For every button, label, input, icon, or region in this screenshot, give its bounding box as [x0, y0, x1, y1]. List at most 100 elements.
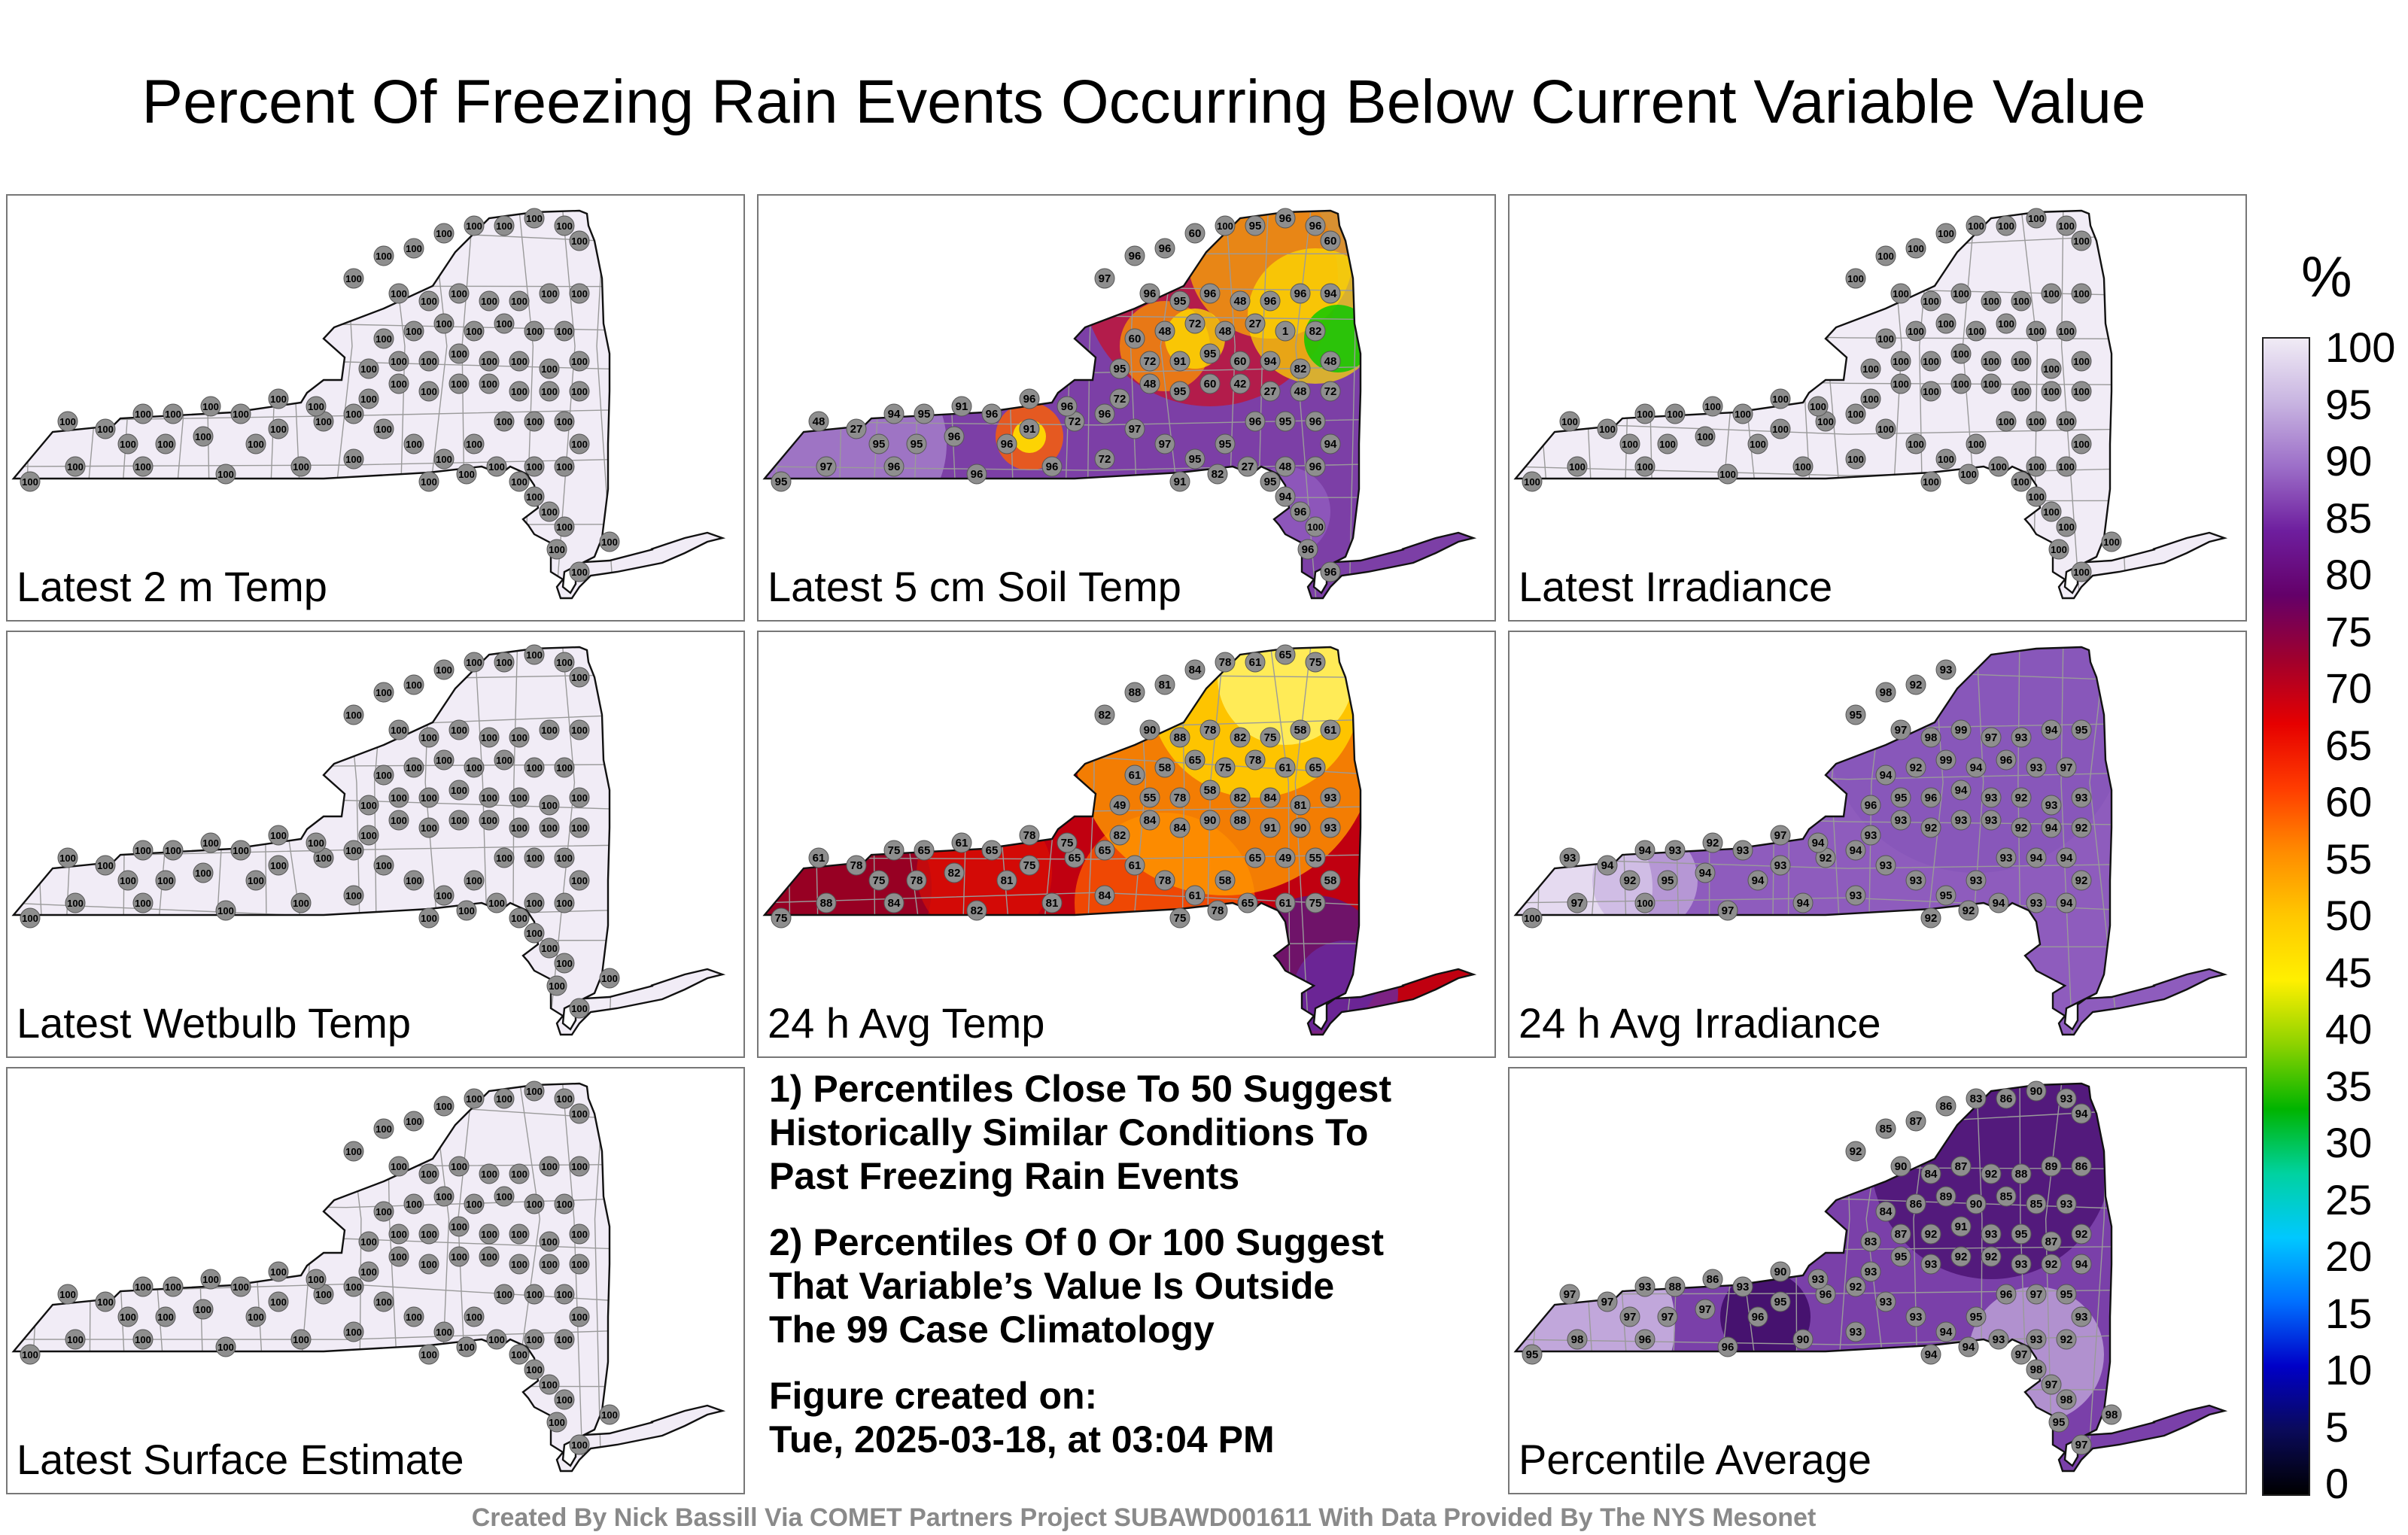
station-marker: 100 [132, 840, 154, 861]
station-value: 82 [1234, 792, 1247, 804]
station-marker: 100 [509, 1163, 530, 1184]
notes-block: 1) Percentiles Close To 50 Suggest Histo… [769, 1067, 1476, 1461]
station-marker: 100 [448, 780, 470, 801]
station-value: 100 [217, 1342, 234, 1353]
station-marker: 100 [418, 1344, 439, 1365]
station-marker: 100 [1770, 388, 1791, 409]
station-marker: 100 [95, 418, 116, 439]
station-marker: 100 [2026, 321, 2047, 342]
station-value: 72 [1189, 318, 1202, 330]
station-marker: 84 [1169, 817, 1190, 838]
station-value: 93 [1564, 852, 1576, 865]
station-value: 49 [1114, 799, 1126, 812]
station-marker: 94 [1958, 1336, 1979, 1357]
station-marker: 100 [388, 1246, 409, 1267]
station-value: 55 [1309, 852, 1322, 865]
station-marker: 96 [1260, 290, 1281, 312]
station-marker: 100 [539, 1156, 560, 1177]
station-value: 100 [1862, 394, 1879, 405]
station-marker: 93 [2041, 795, 2062, 816]
station-value: 84 [1264, 792, 1277, 804]
station-marker: 97 [1567, 892, 1588, 913]
station-value: 100 [67, 461, 84, 473]
station-marker: 93 [2056, 1193, 2077, 1214]
station-marker: 100 [230, 403, 251, 424]
station-value: 93 [1985, 792, 1998, 804]
station-marker: 100 [1981, 290, 2002, 312]
station-marker: 97 [1124, 418, 1145, 439]
colorbar-tick-label: 65 [2325, 721, 2373, 769]
station-marker: 93 [2071, 1306, 2092, 1327]
station-value: 58 [1294, 724, 1307, 737]
station-marker: 87 [1905, 1111, 1926, 1132]
station-marker: 93 [2071, 787, 2092, 808]
station-marker: 100 [290, 1329, 312, 1350]
station-value: 100 [549, 980, 565, 992]
station-value: 100 [541, 1379, 558, 1391]
station-value: 100 [270, 394, 287, 405]
station-marker: 100 [539, 817, 560, 838]
station-marker: 60 [1124, 328, 1145, 349]
station-value: 81 [1159, 679, 1172, 692]
station-value: 94 [1940, 1326, 1953, 1339]
station-value: 100 [2043, 363, 2060, 375]
station-marker: 100 [343, 1141, 364, 1162]
station-marker: 91 [1950, 1216, 1972, 1237]
station-value: 95 [1895, 792, 1908, 804]
station-value: 100 [421, 356, 437, 367]
state-outline [11, 646, 726, 1036]
station-value: 75 [1023, 859, 1036, 872]
station-marker: 81 [1154, 674, 1175, 695]
station-value: 100 [360, 1236, 377, 1248]
station-marker: 100 [358, 358, 379, 379]
station-marker: 100 [245, 433, 266, 454]
station-marker: 100 [306, 396, 327, 417]
station-value: 91 [1264, 822, 1277, 834]
station-value: 100 [481, 1169, 497, 1180]
station-value: 100 [466, 439, 482, 450]
station-marker: 100 [1981, 373, 2002, 394]
colorbar-tick-label: 25 [2325, 1175, 2373, 1223]
station-value: 100 [526, 1199, 543, 1210]
station-marker: 58 [1199, 780, 1221, 801]
station-marker: 100 [403, 1111, 424, 1132]
station-marker: 83 [1860, 1231, 1881, 1252]
station-value: 100 [391, 1229, 407, 1240]
station-marker: 100 [448, 1156, 470, 1177]
station-marker: 93 [1845, 885, 1866, 906]
station-marker: 82 [1094, 704, 1115, 725]
station-value: 100 [165, 1281, 181, 1293]
station-value: 100 [458, 469, 475, 480]
station-value: 60 [1189, 227, 1202, 240]
station-marker: 100 [569, 817, 590, 838]
colorbar-tick-label: 55 [2325, 834, 2373, 883]
station-marker: 93 [1996, 847, 2017, 868]
station-value: 100 [293, 898, 309, 909]
station-value: 100 [571, 288, 588, 299]
station-value: 100 [556, 416, 573, 427]
station-value: 96 [1001, 438, 1014, 451]
station-value: 84 [1880, 1205, 1893, 1218]
station-marker: 96 [1305, 456, 1326, 477]
station-value: 86 [1940, 1100, 1953, 1113]
station-value: 85 [2030, 1198, 2043, 1211]
station-marker: 84 [1920, 1163, 1941, 1184]
station-marker: 100 [373, 245, 394, 266]
station-value: 100 [556, 1289, 573, 1300]
station-marker: 100 [554, 892, 575, 913]
station-marker: 100 [569, 1306, 590, 1327]
station-marker: 98 [1567, 1329, 1588, 1350]
station-marker: 96 [1290, 283, 1311, 304]
station-marker: 100 [373, 682, 394, 703]
station-value: 96 [1129, 250, 1142, 263]
station-marker: 100 [433, 659, 455, 680]
station-marker: 93 [2011, 1254, 2032, 1275]
station-marker: 92 [2071, 1223, 2092, 1245]
station-marker: 100 [268, 1261, 289, 1282]
station-marker: 91 [951, 396, 972, 417]
station-value: 100 [549, 1417, 565, 1428]
colorbar-tick-label: 30 [2325, 1119, 2373, 1166]
station-marker: 100 [2026, 208, 2047, 229]
station-marker: 100 [486, 892, 507, 913]
